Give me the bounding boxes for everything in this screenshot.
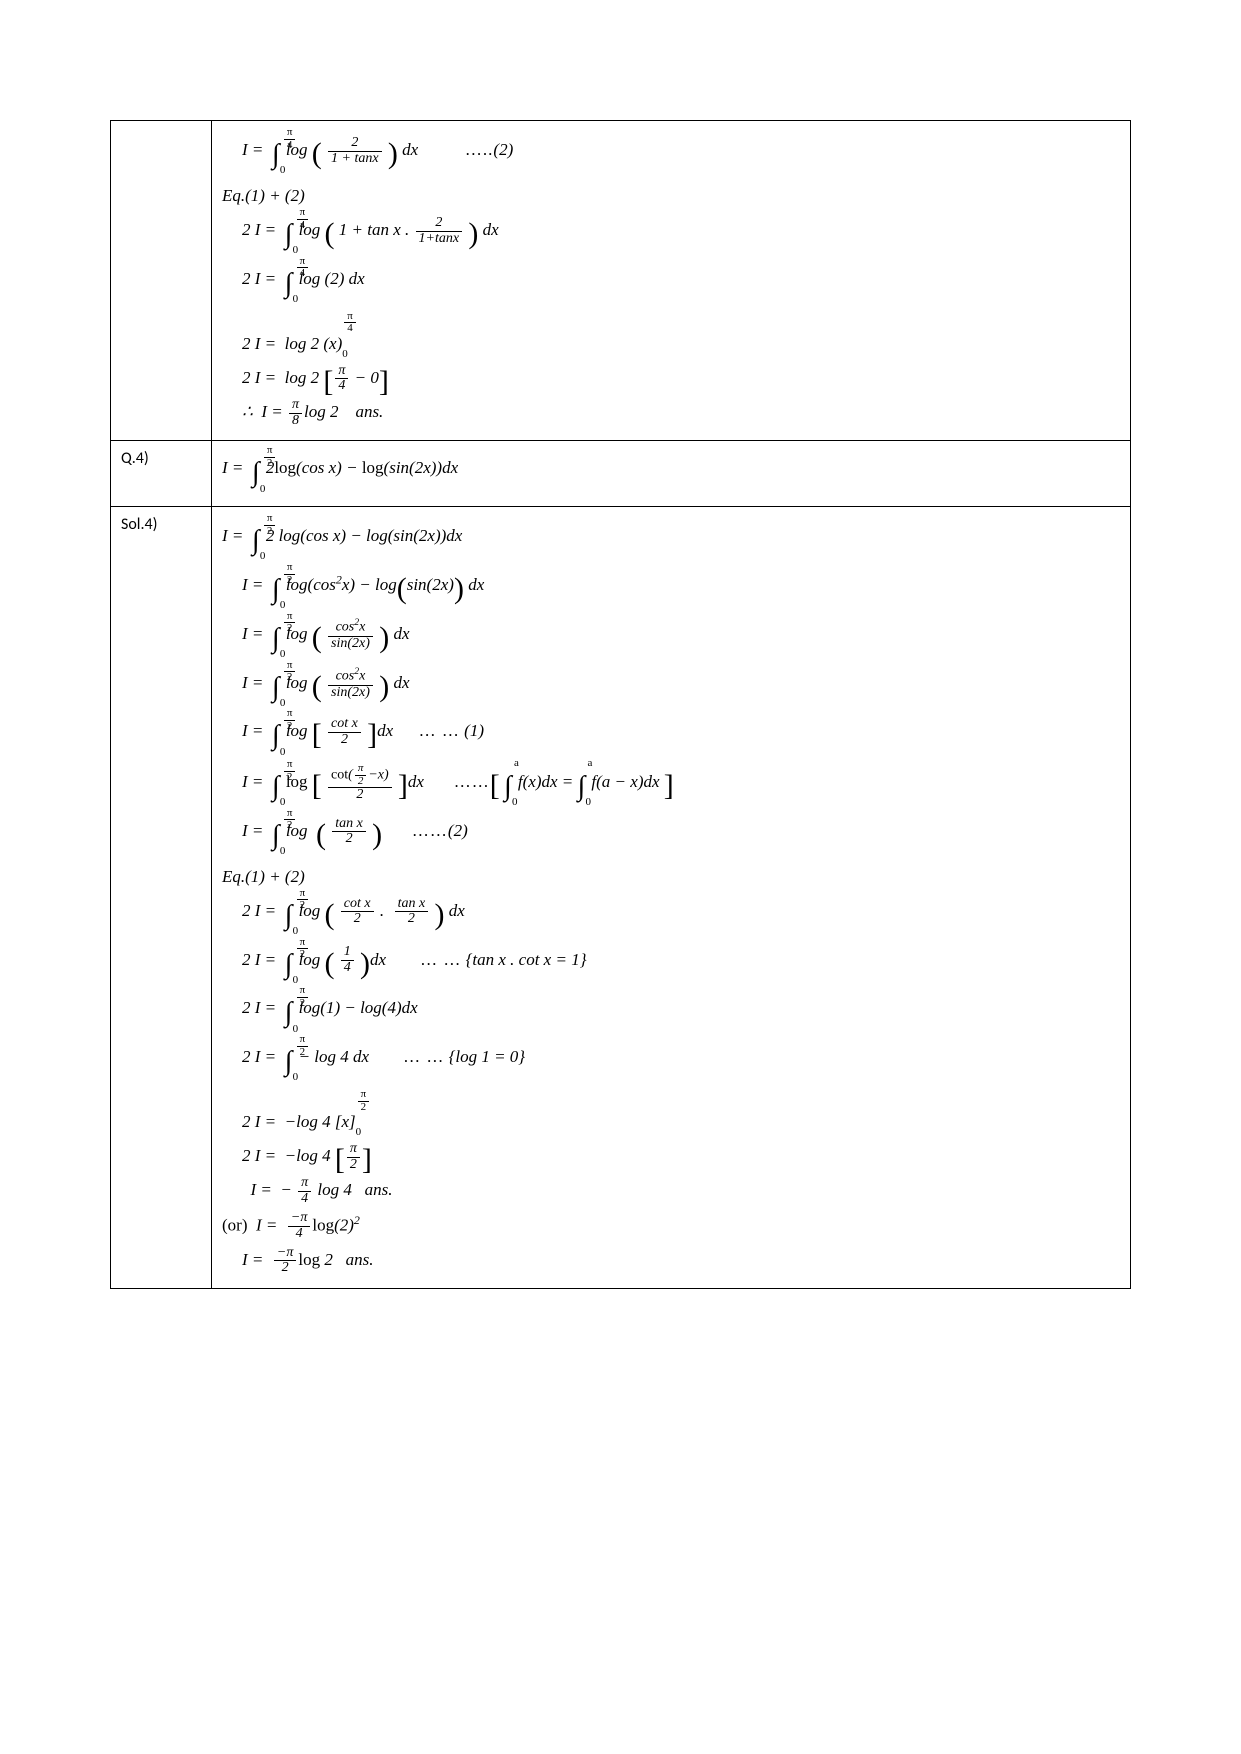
eq-line: I = ∫0π2 log [ cot(π2−x)2 ]dx ……[ ∫0a f(… [242, 763, 1120, 810]
eq-line: 2 I = log 2 (x)π40 [242, 311, 1120, 360]
eq-line: 2 I = ∫0π2 log ( 14 )dx … … {tan x . cot… [242, 943, 1120, 988]
eq-line: 2 I = −log 4 [x]π20 [242, 1089, 1120, 1138]
eq-line: I = ∫0π2 log ( cos2xsin(2x) ) dx [242, 666, 1120, 711]
eq-line: Eq.(1) + (2) [222, 182, 1120, 209]
solution-table: I = ∫0π4 log ( 21 + tanx ) dx …..(2) Eq.… [110, 120, 1131, 1289]
eq-line: I = −π2log 2 ans. [242, 1246, 1120, 1276]
eq-line: 2 I = ∫0π2 − log 4 dx … … {log 1 = 0} [242, 1040, 1120, 1085]
eq-line: 2 I = ∫0π4 log ( 1 + tan x . 21+tanx ) d… [242, 213, 1120, 258]
eq-line: (or) I = −π4log(2)2 [222, 1211, 1120, 1242]
row-content: I = ∫0π2 2 log(cos x) − log(sin(2x))dx I… [212, 507, 1131, 1289]
eq-line: 2 I = ∫0π4 log (2) dx [242, 262, 1120, 307]
page: I = ∫0π4 log ( 21 + tanx ) dx …..(2) Eq.… [0, 0, 1241, 1754]
eq-line: I = ∫0π2 log ( tan x2 ) ……(2) [242, 814, 1120, 859]
row-label: Sol.4) [111, 507, 212, 1289]
eq-line: ∴ I = π8log 2 ans. [242, 398, 1120, 428]
row-content: I = ∫0π4 log ( 21 + tanx ) dx …..(2) Eq.… [212, 121, 1131, 441]
row-label [111, 121, 212, 441]
eq-line: 2 I = ∫0π2 log ( cot x2 . tan x2 ) dx [242, 894, 1120, 939]
row-content: I = ∫0π2 2log(cos x) − log(sin(2x))dx [212, 441, 1131, 507]
eq-line: 2 I = ∫0π2 log(1) − log(4)dx [242, 991, 1120, 1036]
eq-line: I = ∫0π2 log(cos2x) − log(sin(2x)) dx [242, 568, 1120, 613]
eq-line: I = − π4 log 4 ans. [242, 1176, 1120, 1206]
eq-line: I = ∫0π2 2 log(cos x) − log(sin(2x))dx [222, 519, 1120, 564]
eq-line: 2 I = −log 4 [π2] [242, 1142, 1120, 1172]
eq-line: I = ∫0π4 log ( 21 + tanx ) dx …..(2) [242, 133, 1120, 178]
eq-line: I = ∫0π2 2log(cos x) − log(sin(2x))dx [222, 451, 1120, 496]
eq-line: I = ∫0π2 log [ cot x2 ]dx … … (1) [242, 714, 1120, 759]
row-label: Q.4) [111, 441, 212, 507]
eq-line: Eq.(1) + (2) [222, 863, 1120, 890]
eq-line: 2 I = log 2 [π4 − 0] [242, 364, 1120, 394]
eq-line: I = ∫0π2 log ( cos2xsin(2x) ) dx [242, 617, 1120, 662]
